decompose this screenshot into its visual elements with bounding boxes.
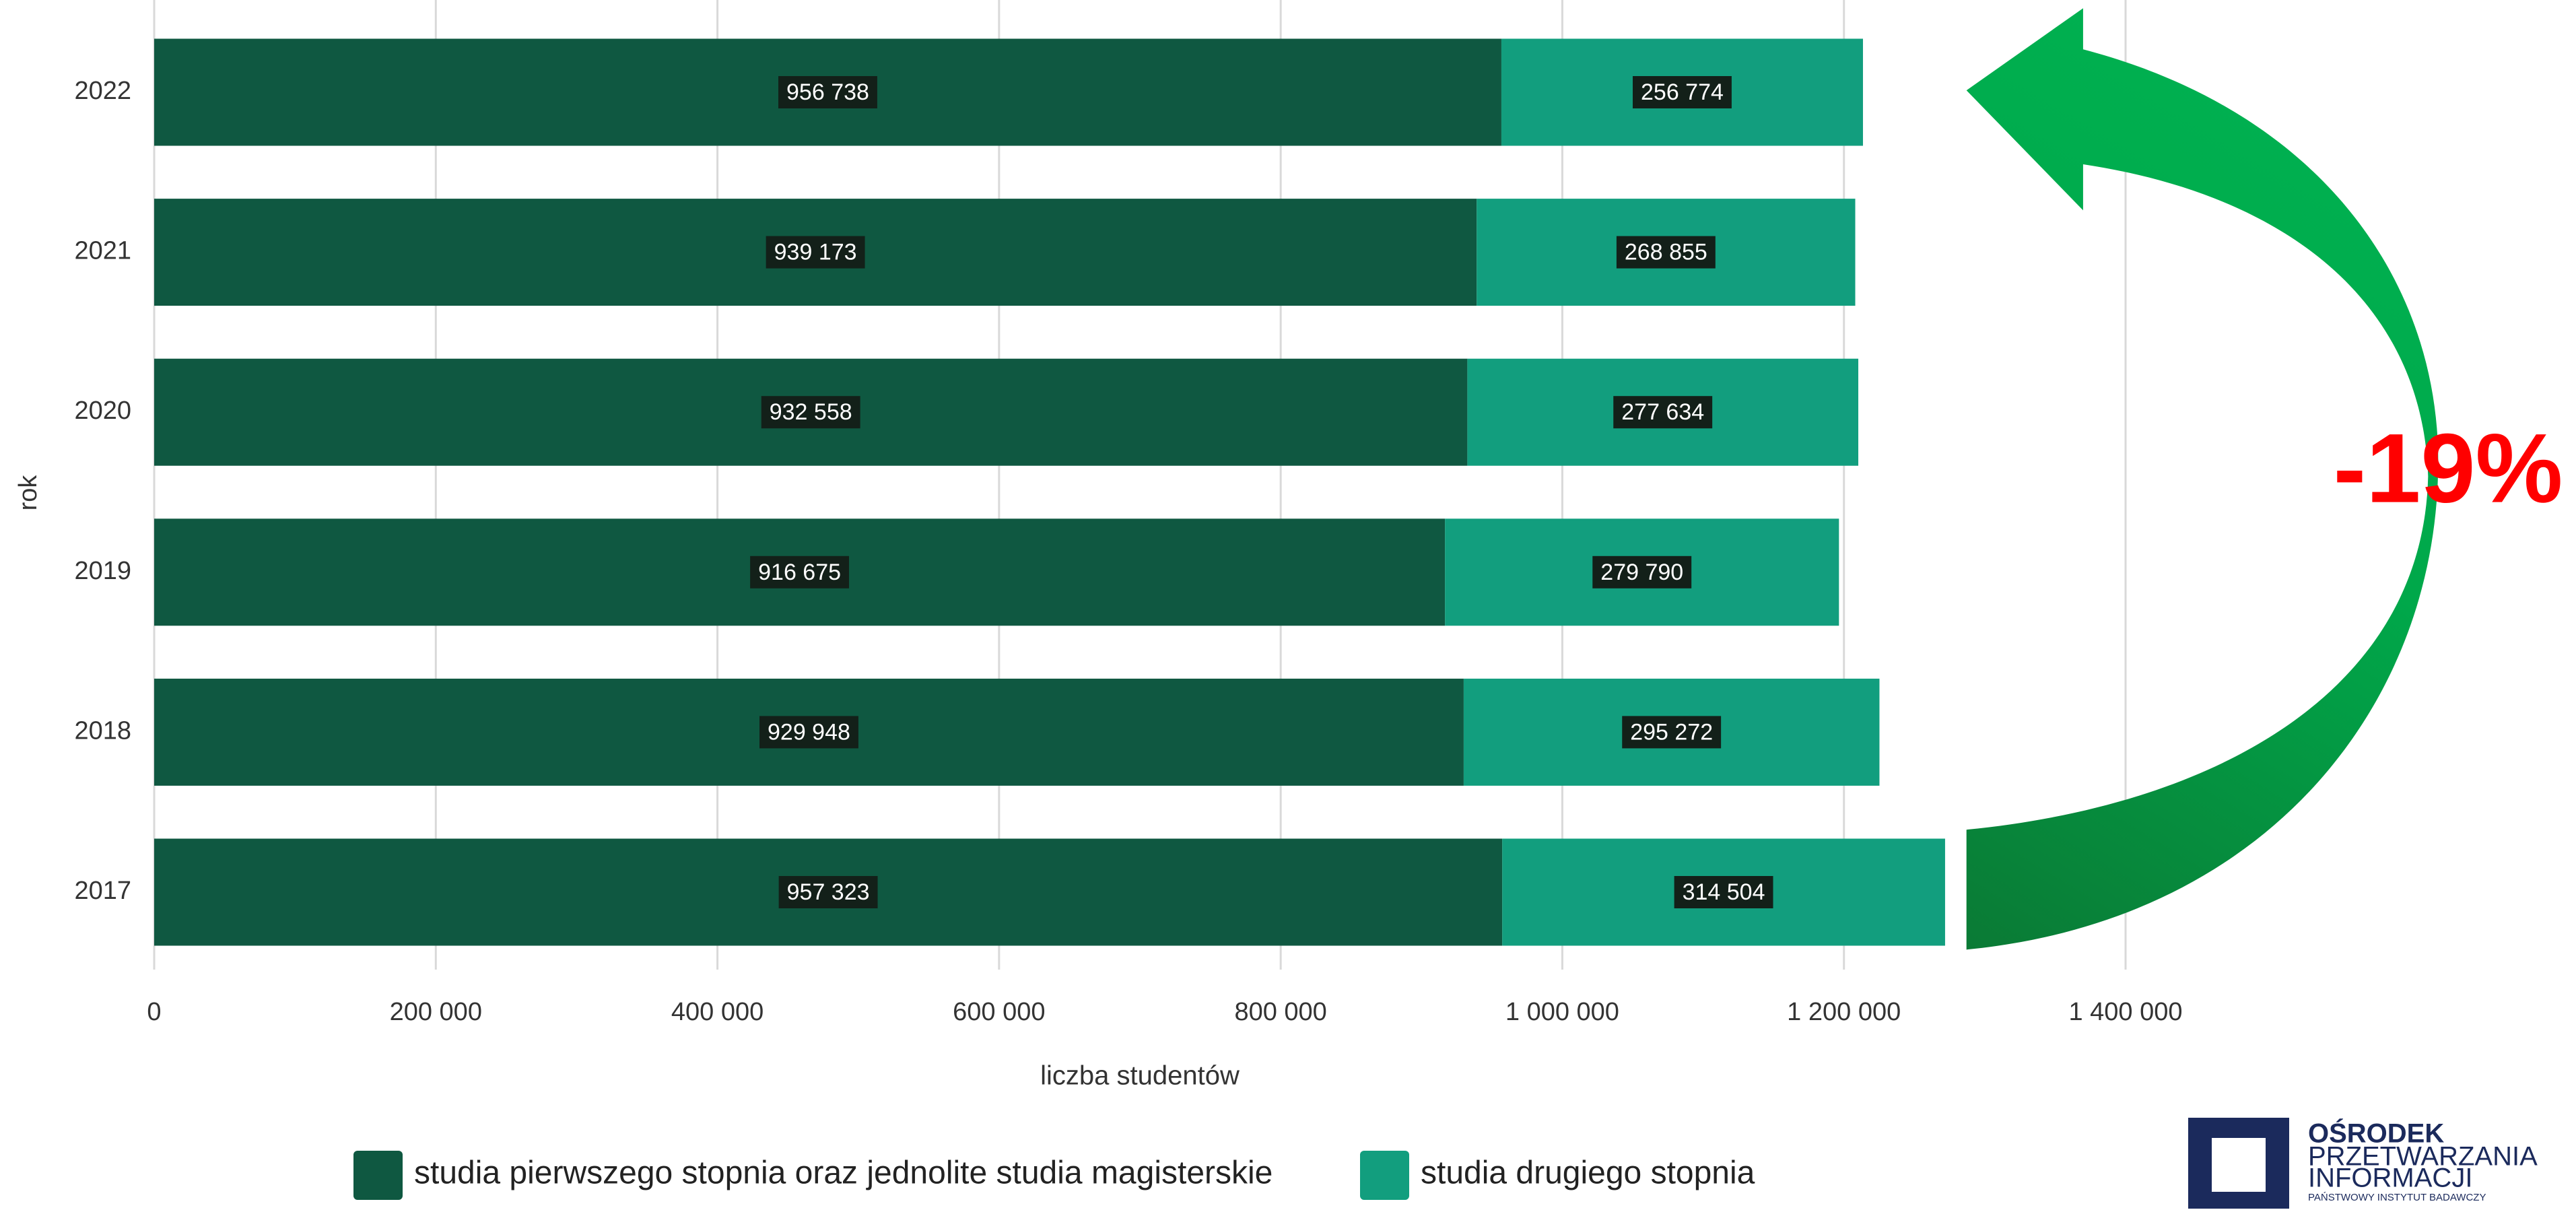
value-label: 277 634 — [1621, 399, 1704, 425]
value-label-box — [1613, 396, 1713, 429]
annotation: -19% — [2334, 413, 2563, 523]
value-label: 916 675 — [758, 560, 841, 585]
legend-swatch — [353, 1151, 403, 1200]
legend-label: studia drugiego stopnia — [1421, 1155, 1755, 1191]
value-label: 279 790 — [1600, 560, 1683, 585]
value-label: 932 558 — [770, 399, 852, 425]
x-axis-label: liczba studentów — [1040, 1061, 1240, 1091]
y-tick-label: 2021 — [74, 237, 131, 265]
plot-area: 0 200 000 400 000 600 000 800 000 1 000 000 1 … — [74, 0, 2183, 1026]
value-label-box — [1622, 716, 1722, 749]
logo: OŚRODEK PRZETWARZANIA INFORMACJI PAŃSTWO… — [2188, 1118, 2538, 1209]
value-label: 295 272 — [1630, 719, 1713, 745]
x-tick-label: 0 — [147, 998, 161, 1026]
logo-mark-inner — [2212, 1138, 2266, 1192]
logo-text: INFORMACJI — [2308, 1164, 2472, 1193]
x-tick-label: 1 000 000 — [1505, 998, 1619, 1026]
x-tick-label: 200 000 — [390, 998, 482, 1026]
y-axis-label: rok — [14, 475, 42, 511]
arrow — [1966, 8, 2439, 950]
value-label: 268 855 — [1625, 240, 1707, 265]
y-tick-label: 2017 — [74, 877, 131, 905]
y-tick-label: 2018 — [74, 716, 131, 745]
value-label-box — [778, 76, 877, 108]
y-tick-label: 2022 — [74, 77, 131, 105]
logo-text: OŚRODEK — [2308, 1118, 2444, 1149]
legend-swatch — [1360, 1151, 1409, 1200]
logo-text: PRZETWARZANIA — [2308, 1142, 2538, 1172]
legend-label: studia pierwszego stopnia oraz jednolite… — [414, 1155, 1273, 1191]
value-label-box — [766, 236, 865, 269]
y-tick-label: 2019 — [74, 557, 131, 585]
value-label-box — [1592, 556, 1692, 588]
x-tick-label: 400 000 — [671, 998, 764, 1026]
x-tick-label: 600 000 — [953, 998, 1045, 1026]
x-tick-label: 1 400 000 — [2068, 998, 2182, 1026]
value-label-box — [761, 396, 860, 429]
value-label-box — [1633, 76, 1732, 108]
value-label-box — [1616, 236, 1716, 269]
value-label: 939 173 — [774, 240, 857, 265]
value-label-box — [1674, 876, 1773, 908]
value-label: 256 774 — [1641, 79, 1724, 105]
value-label-box — [778, 876, 878, 908]
value-label: 957 323 — [787, 879, 870, 905]
value-label: 956 738 — [786, 79, 869, 105]
y-tick-label: 2020 — [74, 397, 131, 425]
x-tick-label: 800 000 — [1234, 998, 1326, 1026]
logo-subtitle: PAŃSTWOWY INSTYTUT BADAWCZY — [2308, 1192, 2486, 1203]
value-label: 929 948 — [768, 719, 850, 745]
value-label-box — [750, 556, 850, 588]
value-label: 314 504 — [1683, 879, 1765, 905]
x-tick-label: 1 200 000 — [1787, 998, 1901, 1026]
value-label-box — [759, 716, 858, 749]
